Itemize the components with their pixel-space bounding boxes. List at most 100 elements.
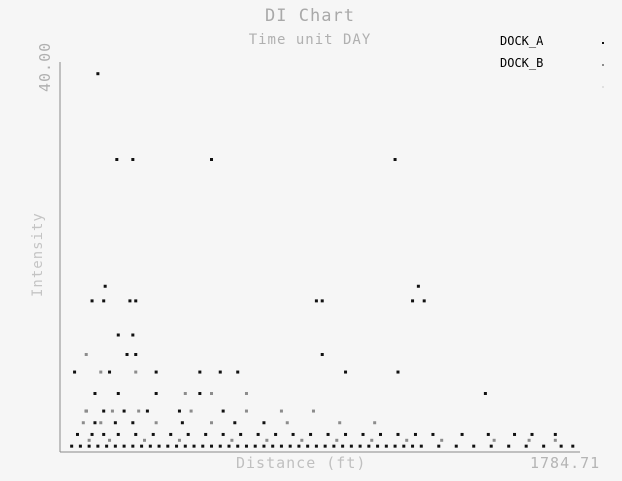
data-point-dock-a [192,444,196,448]
data-point-dock-a [122,409,126,413]
data-point-dock-a [201,444,205,448]
data-point-dock-a [177,409,181,413]
data-point-dock-b [99,421,103,425]
data-point-dock-a [102,299,106,303]
data-point-dock-a [233,421,237,425]
data-point-dock-b [265,438,269,442]
data-point-dock-a [559,444,563,448]
legend-item-third[interactable] [500,78,610,100]
data-point-dock-b [440,438,444,442]
data-point-dock-b [189,409,193,413]
data-point-dock-a [116,432,120,436]
data-point-dock-a [154,370,158,374]
data-point-dock-a [236,370,240,374]
data-point-dock-a [134,353,138,356]
data-point-dock-a [384,444,388,448]
chart-subtitle: Time unit DAY [248,32,372,48]
legend-item-dock-b[interactable]: DOCK_B [500,56,610,78]
data-point-dock-a [571,444,575,448]
data-point-dock-a [262,421,266,425]
data-point-dock-a [90,299,94,303]
data-point-dock-a [460,432,464,436]
data-point-dock-a [166,444,170,448]
axes [59,62,580,453]
data-point-dock-a [314,444,318,448]
data-point-dock-a [175,444,179,448]
x-axis-title: Distance (ft) [236,454,367,472]
data-point-dock-a [236,444,240,448]
data-point-dock-a [75,432,79,436]
data-point-dock-b [142,438,146,442]
data-point-dock-a [274,432,278,436]
data-point-dock-a [344,370,348,374]
data-point-dock-a [93,421,97,425]
data-point-dock-a [154,392,158,395]
legend-label-dock-a: DOCK_A [500,34,544,48]
data-point-dock-a [454,444,458,448]
data-point-dock-b [81,421,85,425]
data-point-dock-a [221,409,225,413]
data-point-dock-a [93,392,97,395]
data-point-dock-b [553,438,557,442]
data-point-dock-a [291,432,295,436]
data-point-dock-a [419,444,423,448]
data-point-dock-a [416,284,420,288]
data-point-dock-a [349,444,353,448]
data-point-dock-b [87,438,91,442]
data-point-dock-a [489,444,493,448]
data-point-dock-a [393,158,397,161]
data-point-dock-a [87,444,91,448]
x-axis-max-label: 1784.71 [530,454,601,472]
data-point-dock-a [134,432,138,436]
data-point-dock-a [271,444,275,448]
data-point-dock-a [169,432,173,436]
legend-marker-dock-a [602,42,604,44]
data-point-dock-a [367,444,371,448]
data-point-dock-a [96,444,100,448]
data-point-dock-a [115,158,119,161]
data-point-dock-a [90,432,94,436]
data-point-dock-b [137,409,141,413]
data-point-dock-a [320,299,324,303]
data-point-dock-a [113,444,117,448]
data-point-dock-a [148,444,152,448]
data-point-dock-b [134,370,138,374]
data-point-dock-a [553,432,557,436]
data-point-dock-a [198,392,202,395]
legend: DOCK_A DOCK_B [500,34,610,100]
legend-marker-third [602,86,604,88]
data-point-dock-b [210,421,214,425]
legend-label-dock-b: DOCK_B [500,56,544,70]
data-point-dock-b [84,409,88,413]
data-point-dock-a [108,370,112,374]
data-point-dock-a [288,444,292,448]
data-point-dock-a [396,370,400,374]
data-point-dock-a [279,444,283,448]
data-point-dock-b [244,392,248,395]
data-point-dock-a [180,421,184,425]
data-point-dock-a [306,444,310,448]
data-point-dock-a [221,432,225,436]
data-point-dock-a [396,432,400,436]
data-point-dock-a [253,444,257,448]
data-point-dock-a [309,432,313,436]
data-point-dock-a [131,333,135,337]
data-point-dock-a [70,444,74,448]
data-point-dock-a [151,432,155,436]
data-point-dock-a [73,370,77,374]
data-point-dock-a [326,432,330,436]
legend-item-dock-a[interactable]: DOCK_A [500,34,610,56]
data-point-dock-b [338,421,342,425]
data-point-dock-a [320,353,324,356]
data-point-dock-a [472,444,476,448]
data-point-dock-b [492,438,496,442]
data-point-dock-b [279,409,283,413]
data-point-dock-a [393,444,397,448]
data-points [70,72,575,448]
data-point-dock-b [373,421,377,425]
data-point-dock-b [311,409,315,413]
data-point-dock-a [105,444,109,448]
data-point-dock-a [411,444,415,448]
